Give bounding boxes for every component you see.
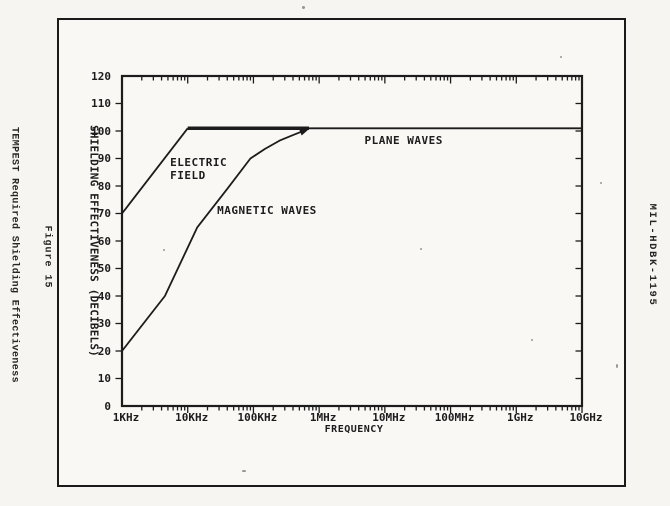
figure-caption-title: TEMPEST Required Shielding Effectiveness (8, 126, 20, 384)
y-tick-label-80: 80 (97, 179, 111, 193)
scan-speck (420, 248, 422, 250)
scan-speck (600, 182, 602, 184)
x-tick-label-10ghz: 10GHz (569, 411, 603, 424)
scan-speck (560, 56, 562, 58)
curve-label-line: PLANE WAVES (364, 133, 443, 147)
scan-speck (531, 339, 533, 341)
figure-caption-number: Figure 15 (41, 225, 53, 289)
y-tick-label-40: 40 (97, 289, 111, 303)
x-tick-label-1ghz: 1GHz (507, 411, 534, 424)
curve-label-electric: ELECTRIC FIELD (170, 156, 227, 182)
curve-label-line: ELECTRIC (170, 155, 228, 169)
curve-label-plane-waves: PLANE WAVES (364, 134, 442, 147)
y-axis-ticks (115, 102, 582, 380)
y-tick-label-100: 100 (91, 124, 111, 138)
y-tick-label-20: 20 (97, 344, 111, 358)
x-tick-label-100khz: 100KHz (237, 411, 278, 424)
y-tick-label-10: 10 (97, 372, 111, 385)
y-tick-label-70: 70 (97, 207, 111, 220)
curve-label-line: MAGNETIC WAVES (217, 203, 317, 217)
x-tick-label-10khz: 10KHz (175, 411, 209, 424)
curve-label-magnetic-waves: MAGNETIC WAVES (217, 204, 317, 217)
curve-label-line: FIELD (170, 168, 206, 182)
y-tick-label-30: 30 (97, 317, 111, 330)
series-electric-field (121, 127, 189, 215)
x-tick-label-10mhz: 10MHz (372, 411, 406, 424)
y-tick-label-110: 110 (91, 97, 111, 110)
scan-speck (163, 249, 165, 251)
document-id: MIL-HDBK-1195 (646, 203, 658, 307)
x-axis-ticks (141, 76, 583, 413)
y-tick-label-0: 0 (104, 399, 111, 413)
scan-speck (242, 470, 246, 472)
x-tick-label-100mhz: 100MHz (434, 411, 475, 424)
x-tick-label-1khz: 1KHz (112, 411, 140, 424)
series-magnetic-waves (121, 128, 308, 352)
page-border-frame (57, 18, 626, 487)
x-axis-title: FREQUENCY (324, 424, 384, 435)
scan-speck (302, 6, 305, 9)
x-tick-label-1mhz: 1MHz (309, 411, 337, 424)
series-magnetic-waves-arrowhead (299, 128, 310, 136)
y-tick-label-90: 90 (97, 152, 111, 165)
y-tick-label-50: 50 (97, 262, 111, 275)
scan-speck (616, 364, 618, 368)
y-tick-label-60: 60 (97, 234, 111, 248)
y-tick-label-120: 120 (91, 69, 111, 83)
y-axis-title: SHIELDING EFFECTIVENESS (DECIBELS) (87, 125, 101, 357)
